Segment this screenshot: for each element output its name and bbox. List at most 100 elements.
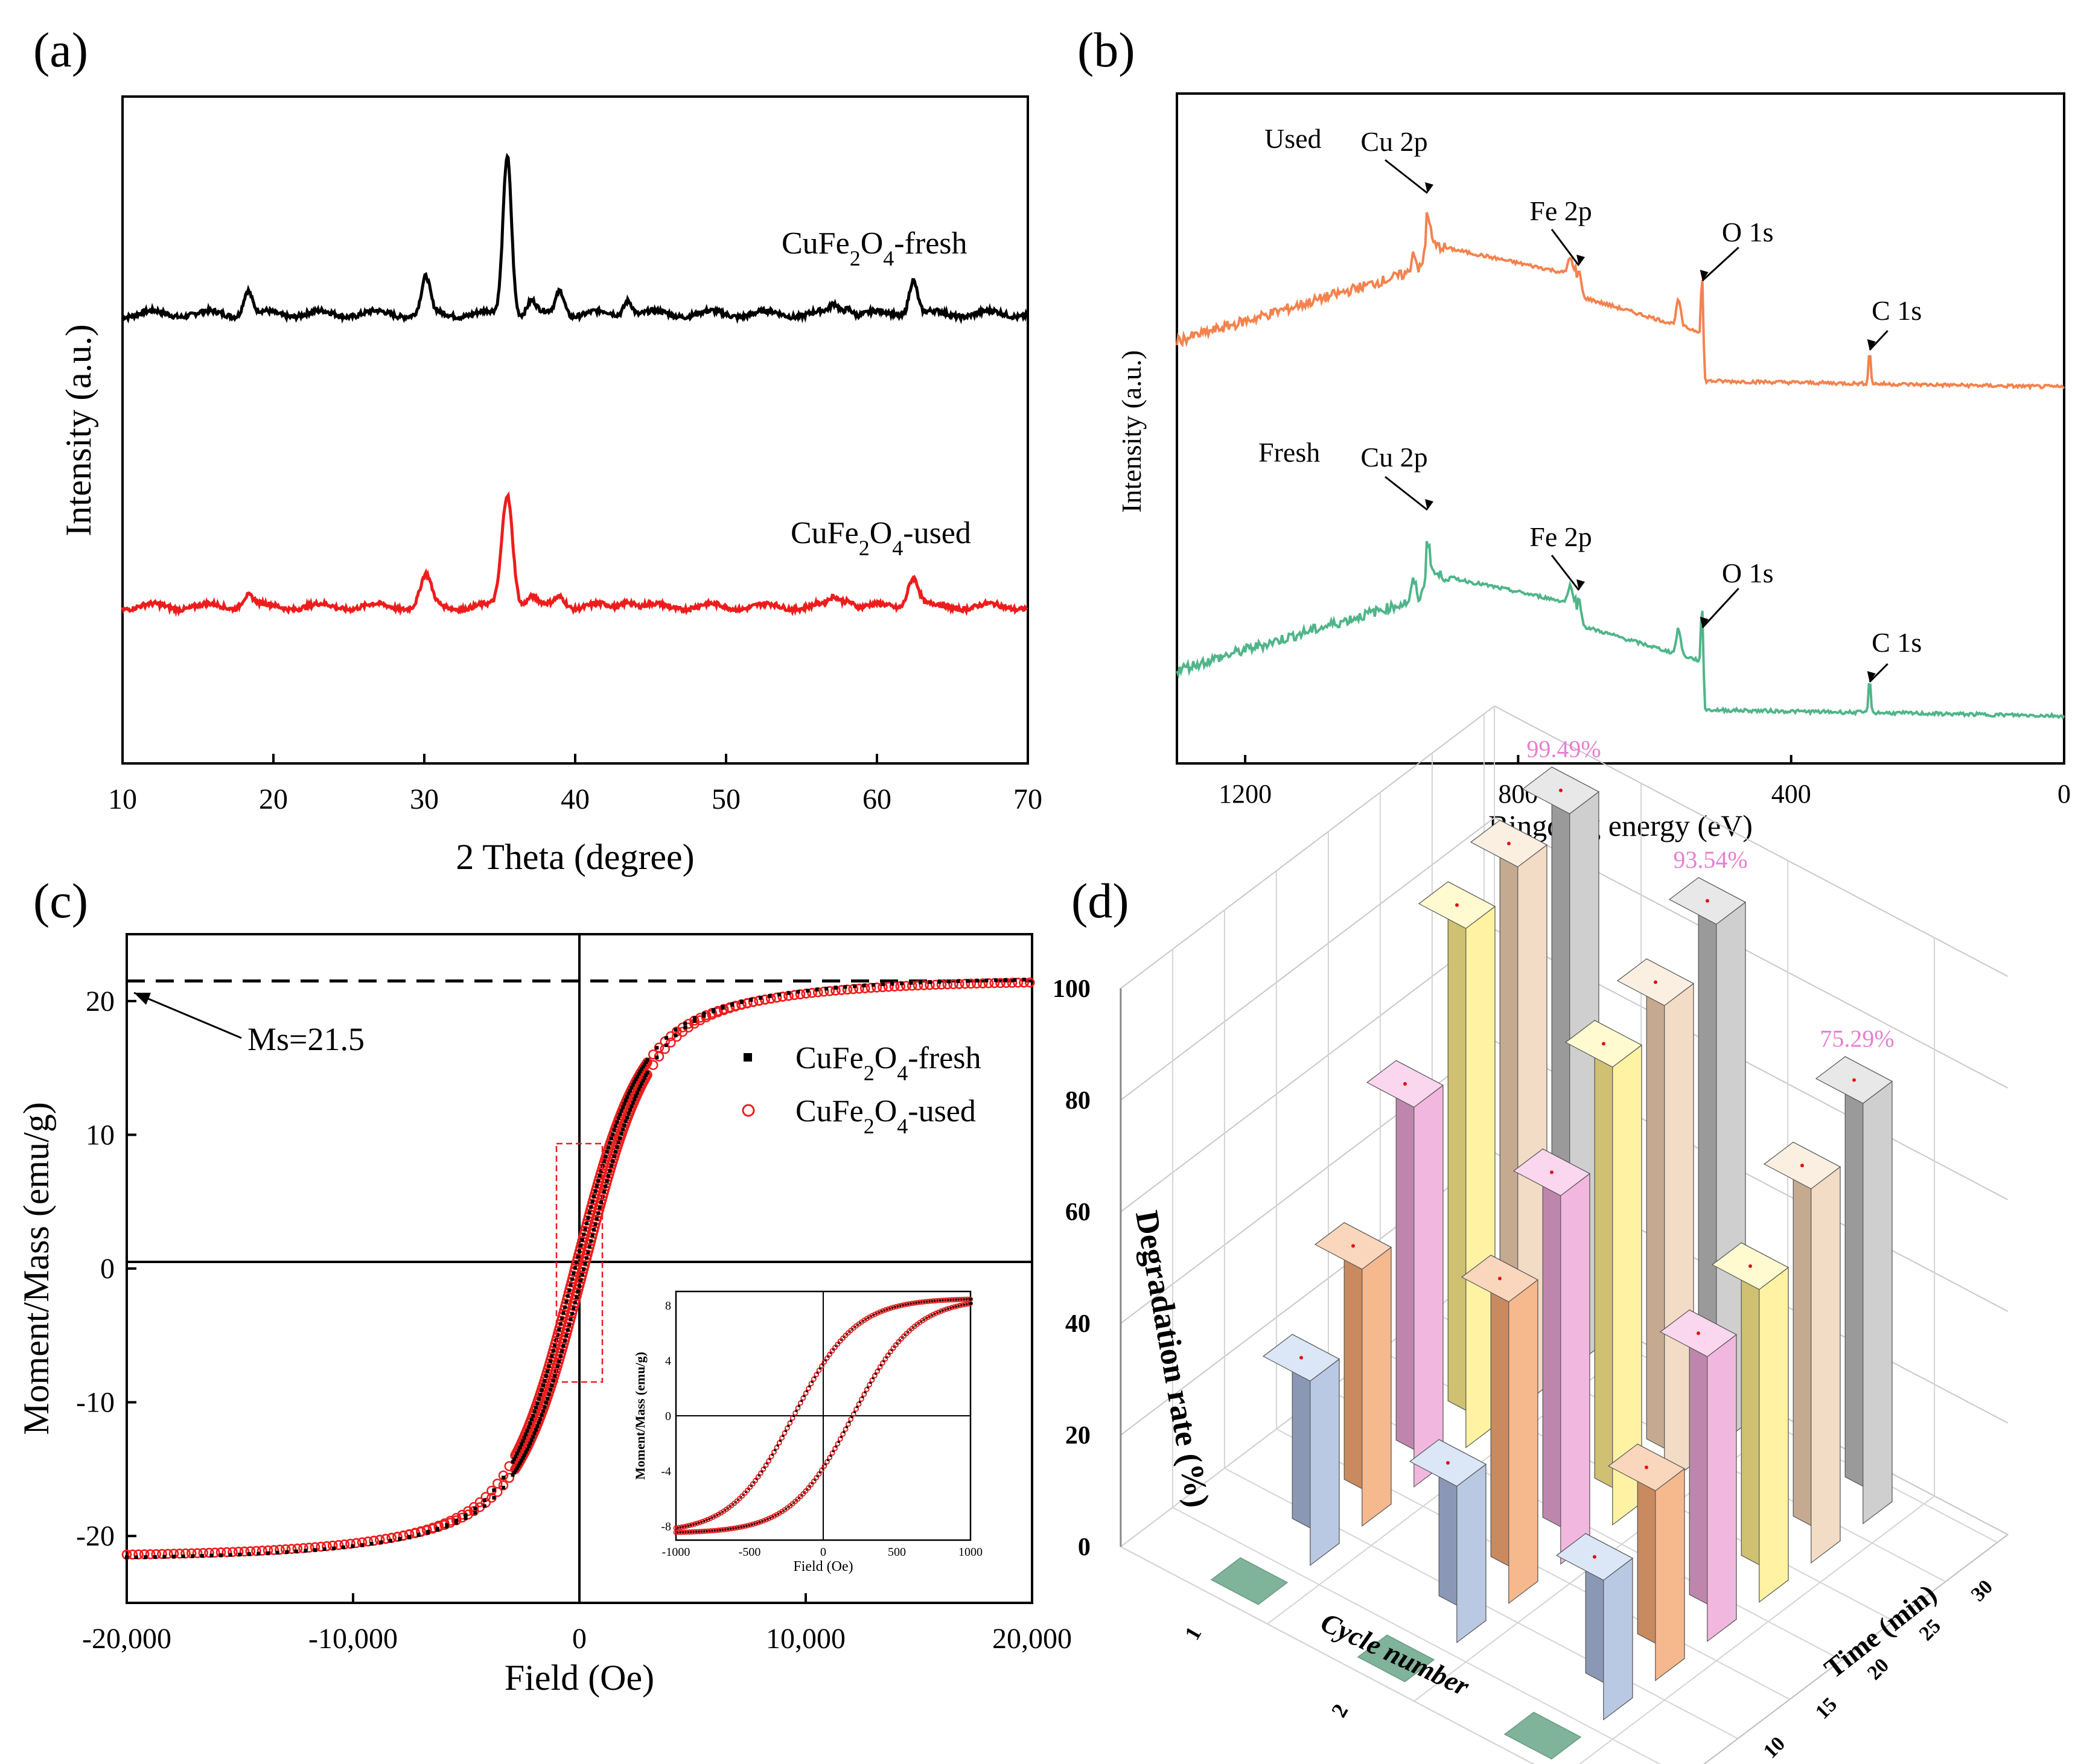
fresh-data-point	[275, 1550, 279, 1555]
fresh-data-point	[575, 1295, 579, 1299]
inset-fresh-point	[792, 1415, 795, 1417]
fresh-data-point	[540, 1388, 544, 1392]
fresh-data-point	[531, 1413, 535, 1418]
fresh-data-point	[576, 1290, 580, 1294]
used-data-point	[771, 992, 782, 1003]
fresh-data-point	[521, 1456, 525, 1460]
fresh-data-point	[547, 1364, 551, 1368]
used-data-point	[978, 978, 988, 989]
fresh-data-point	[589, 1239, 593, 1243]
fresh-data-point	[640, 1067, 644, 1071]
vsm-x-axis-label: Field (Oe)	[505, 1658, 654, 1698]
inset-fresh-point	[951, 1306, 954, 1309]
fresh-data-point	[125, 1555, 129, 1559]
fresh-data-point	[614, 1150, 617, 1154]
fresh-data-point	[538, 1392, 543, 1396]
inset-fresh-point	[763, 1466, 766, 1469]
xps-peak-arrowhead	[1700, 617, 1709, 628]
fresh-data-point	[712, 1010, 715, 1014]
fresh-data-point	[294, 1549, 298, 1553]
bar-front-face	[1413, 1084, 1444, 1488]
vsm-fresh-points	[125, 978, 1026, 1559]
rate-annotation: 75.29%	[1820, 1025, 1894, 1052]
fresh-data-point	[759, 996, 762, 1000]
fresh-data-point	[636, 1091, 639, 1095]
inset-fresh-point	[877, 1368, 880, 1371]
fresh-data-point	[594, 1217, 599, 1221]
used-data-point	[192, 1548, 203, 1558]
inset-fresh-point	[787, 1424, 790, 1427]
fresh-data-point	[655, 1056, 659, 1060]
fresh-data-point	[541, 1409, 545, 1413]
fresh-data-point	[739, 1000, 744, 1004]
inset-fresh-point	[941, 1309, 944, 1312]
used-data-point	[724, 1003, 735, 1013]
fresh-data-point	[641, 1065, 645, 1069]
used-data-point	[369, 1535, 379, 1546]
inset-fresh-point	[803, 1394, 806, 1397]
fresh-data-point	[583, 1261, 587, 1266]
fresh-data-point	[634, 1094, 638, 1098]
inset-fresh-point	[797, 1404, 800, 1407]
zero-bar-tile	[1210, 1557, 1289, 1605]
fresh-data-point	[593, 1189, 598, 1193]
xps-peak-arrow	[1551, 229, 1580, 266]
inset-fresh-point	[872, 1377, 875, 1380]
fresh-data-point	[655, 1046, 659, 1050]
fresh-data-point	[564, 1333, 569, 1337]
fresh-data-point	[557, 1327, 561, 1331]
used-data-point	[842, 984, 853, 995]
fresh-data-point	[580, 1273, 584, 1277]
inset-fresh-point	[827, 1459, 830, 1462]
inset-fresh-point	[946, 1299, 949, 1302]
fresh-data-point	[527, 1444, 531, 1448]
bar-top-marker	[1697, 1331, 1700, 1336]
xps-x-tick-label: 400	[1771, 779, 1811, 809]
bar-front-face	[1456, 1463, 1487, 1643]
fresh-data-point	[598, 1206, 602, 1210]
inset-fresh-point	[697, 1521, 700, 1524]
used-data-point	[936, 979, 947, 990]
fresh-data-point	[645, 1058, 649, 1062]
fresh-data-point	[623, 1119, 628, 1124]
fresh-data-point	[454, 1518, 458, 1523]
fresh-data-point	[520, 1459, 523, 1463]
inset-fresh-point	[896, 1305, 899, 1308]
fresh-data-point	[618, 1136, 622, 1140]
fresh-data-point	[551, 1349, 555, 1353]
used-data-point	[648, 1049, 658, 1060]
xps-peak-arrow	[1701, 246, 1739, 282]
used-data-point	[498, 1480, 509, 1491]
used-data-point	[1025, 977, 1035, 988]
fresh-data-point	[602, 1189, 606, 1194]
fresh-data-point	[644, 1060, 648, 1065]
fresh-data-point	[304, 1549, 308, 1553]
fresh-data-point	[200, 1554, 204, 1558]
fresh-data-point	[544, 1374, 548, 1378]
inset-fresh-point	[964, 1298, 967, 1301]
inset-fresh-point	[938, 1310, 941, 1313]
fresh-data-point	[515, 1451, 519, 1456]
fresh-data-point	[162, 1555, 167, 1559]
fresh-data-point	[587, 1244, 591, 1249]
inset-fresh-point	[726, 1527, 729, 1530]
inset-fresh-point	[806, 1389, 809, 1392]
inset-fresh-point	[700, 1530, 703, 1533]
used-data-point	[286, 1544, 297, 1554]
inset-fresh-point	[766, 1518, 769, 1521]
xps-used-legend: Used	[1264, 123, 1322, 154]
bar-front-face	[1560, 1173, 1590, 1565]
fresh-data-point	[806, 989, 809, 993]
inset-fresh-point	[951, 1298, 954, 1301]
fresh-data-point	[454, 1521, 458, 1525]
inset-fresh-point	[721, 1528, 724, 1531]
inset-fresh-point	[684, 1530, 687, 1533]
fresh-data-point	[517, 1448, 521, 1453]
inset-fresh-point	[681, 1530, 684, 1533]
inset-fresh-point	[890, 1307, 893, 1310]
xps-fresh-line	[1176, 541, 2065, 720]
used-data-point	[392, 1532, 403, 1543]
vsm-x-tick-label: -10,000	[308, 1623, 398, 1655]
inset-fresh-point	[675, 1526, 678, 1529]
